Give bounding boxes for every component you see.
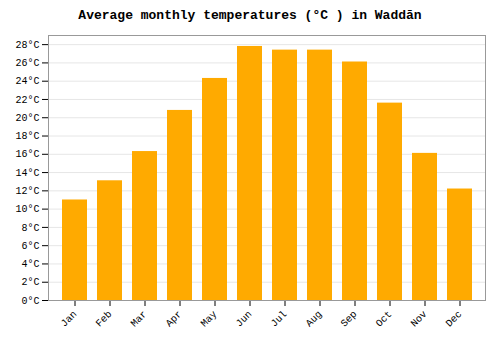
- svg-text:8°C: 8°C: [21, 223, 39, 234]
- svg-text:Jan: Jan: [59, 309, 80, 330]
- html-text:Average monthly temperatures (: Average monthly temperatures (°C ) in Wa…: [78, 8, 422, 23]
- svg-text:14°C: 14°C: [15, 168, 39, 179]
- svg-text:20°C: 20°C: [15, 113, 39, 124]
- svg-text:Apr: Apr: [164, 309, 185, 330]
- svg-text:Jun: Jun: [234, 309, 255, 330]
- svg-text:Mar: Mar: [129, 309, 150, 330]
- svg-text:Aug: Aug: [304, 309, 325, 330]
- svg-text:Sep: Sep: [339, 309, 360, 330]
- svg-text:2°C: 2°C: [21, 277, 39, 288]
- svg-text:Oct: Oct: [374, 309, 395, 330]
- svg-text:0°C: 0°C: [21, 296, 39, 307]
- svg-text:6°C: 6°C: [21, 241, 39, 252]
- svg-text:28°C: 28°C: [15, 40, 39, 51]
- svg-text:4°C: 4°C: [21, 259, 39, 270]
- svg-text:10°C: 10°C: [15, 204, 39, 215]
- svg-text:24°C: 24°C: [15, 76, 39, 87]
- svg-text:18°C: 18°C: [15, 131, 39, 142]
- svg-text:26°C: 26°C: [15, 58, 39, 69]
- svg-text:Dec: Dec: [444, 309, 465, 330]
- svg-text:12°C: 12°C: [15, 186, 39, 197]
- svg-text:16°C: 16°C: [15, 149, 39, 160]
- svg-text:22°C: 22°C: [15, 95, 39, 106]
- svg-text:Nov: Nov: [409, 309, 430, 330]
- svg-text:May: May: [199, 309, 220, 330]
- svg-text:Jul: Jul: [269, 309, 290, 330]
- svg-text:Feb: Feb: [94, 309, 115, 330]
